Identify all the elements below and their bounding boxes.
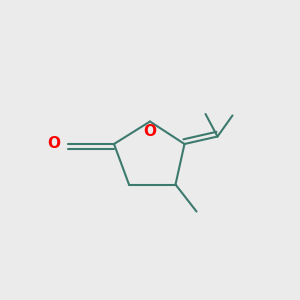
Text: O: O bbox=[143, 124, 157, 140]
Text: O: O bbox=[47, 136, 60, 152]
